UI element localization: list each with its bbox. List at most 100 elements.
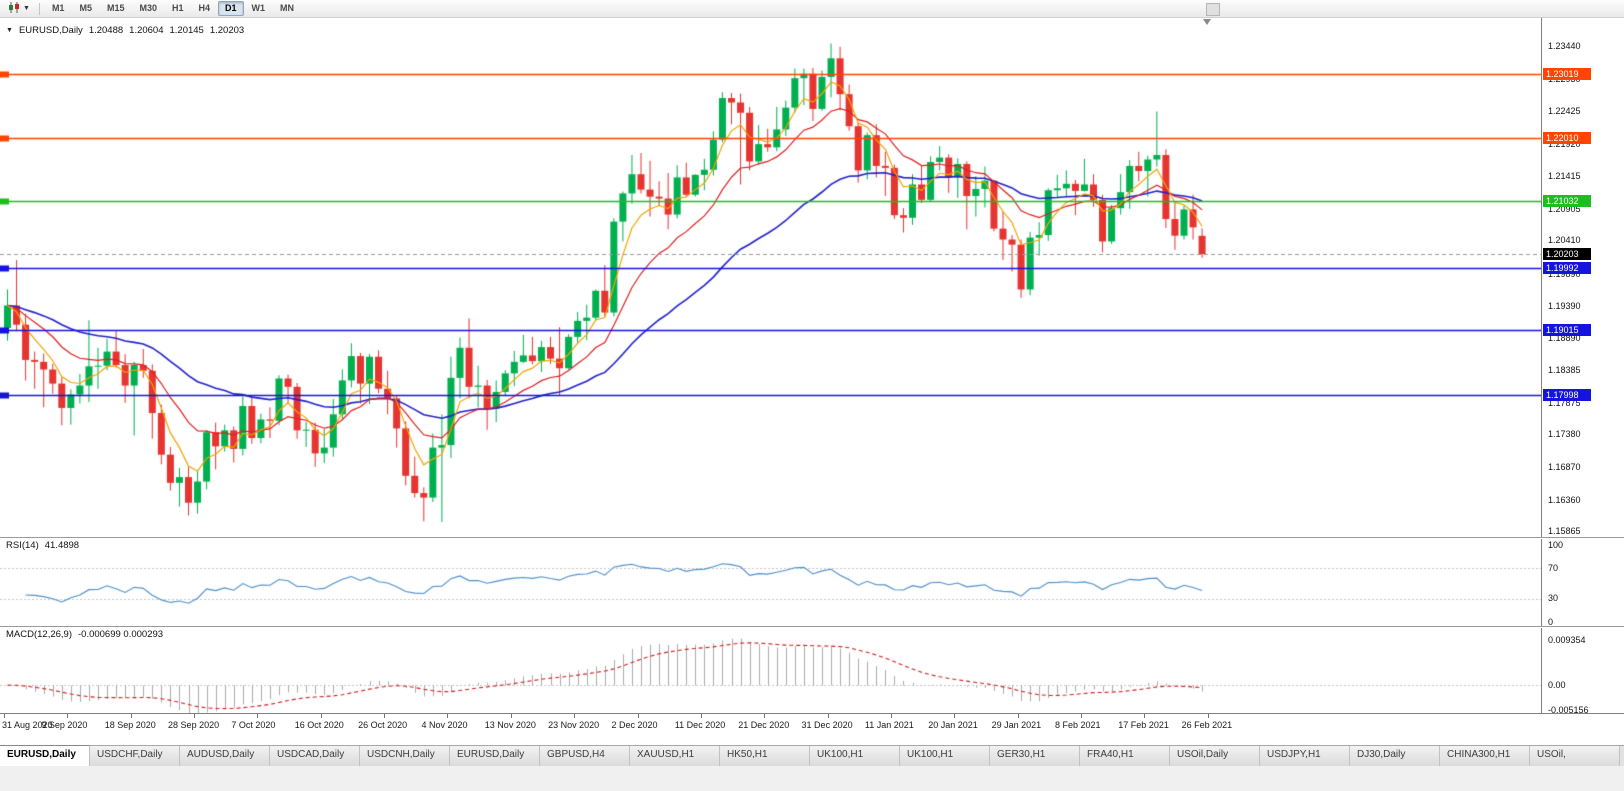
rsi-name: RSI(14) — [6, 540, 39, 551]
timeframe-button-d1[interactable]: D1 — [218, 1, 244, 16]
timeframe-button-w1[interactable]: W1 — [251, 3, 266, 13]
chart-tab-uk100-h1[interactable]: UK100,H1 — [900, 746, 990, 766]
current-price-tag: 1.20203 — [1543, 248, 1591, 261]
date-tick-label: 21 Dec 2020 — [738, 720, 790, 730]
time-tick-mark — [1144, 714, 1146, 718]
collapse-triangle-icon[interactable]: ▼ — [6, 27, 13, 34]
chart-tab-xauusd-h1[interactable]: XAUUSD,H1 — [630, 746, 720, 766]
price-axis[interactable]: 1.234401.229301.224251.219201.214151.209… — [1541, 18, 1624, 715]
timeframe-button-h4[interactable]: H4 — [198, 3, 211, 13]
date-tick-label: 8 Feb 2021 — [1054, 720, 1101, 730]
time-tick-mark — [574, 714, 576, 718]
chart-shift-marker — [1203, 19, 1211, 25]
macd-scale-label: -0.005156 — [1548, 704, 1589, 715]
date-tick-label: 31 Dec 2020 — [801, 720, 853, 730]
price-tick-label: 1.22425 — [1548, 106, 1581, 117]
price-tick-label: 1.17380 — [1548, 429, 1581, 440]
price-tick-label: 1.21415 — [1548, 170, 1581, 181]
chart-type-button[interactable]: ▼ — [4, 1, 34, 17]
timeframe-button-m30[interactable]: M30 — [139, 3, 157, 13]
date-tick-label: 18 Sep 2020 — [104, 720, 156, 730]
chart-tab-usoil-daily[interactable]: USOil,Daily — [1170, 746, 1260, 766]
price-chart-canvas[interactable] — [0, 18, 1541, 536]
rsi-indicator-label: RSI(14) 41.4898 — [6, 540, 79, 551]
time-tick-mark — [67, 714, 69, 718]
chart-tab-usdcad-daily[interactable]: USDCAD,Daily — [270, 746, 360, 766]
price-tick-label: 1.19390 — [1548, 300, 1581, 311]
rsi-value: 41.4898 — [44, 540, 80, 551]
timeframe-button-m15[interactable]: M15 — [106, 3, 125, 13]
date-tick-label: 9 Sep 2020 — [41, 720, 88, 730]
chart-tab-eurusd-daily[interactable]: EURUSD,Daily — [0, 745, 90, 766]
chart-tab-fra40-h1[interactable]: FRA40,H1 — [1080, 746, 1170, 766]
rsi-scale-label: 100 — [1548, 539, 1564, 550]
date-tick-label: 26 Oct 2020 — [358, 720, 408, 730]
chevron-down-icon: ▼ — [23, 4, 30, 12]
date-tick-label: 31 Aug 2020 — [2, 720, 53, 730]
rsi-indicator-canvas[interactable] — [0, 538, 1541, 627]
chart-tab-hk50-h1[interactable]: HK50,H1 — [720, 746, 810, 766]
price-tick-label: 1.16870 — [1548, 461, 1581, 472]
price-level-tag: 1.22010 — [1543, 132, 1591, 145]
time-tick-mark — [320, 714, 322, 718]
time-tick-mark — [510, 714, 512, 718]
price-level-tag: 1.23019 — [1543, 67, 1591, 80]
close-value: 1.20203 — [209, 25, 245, 36]
timeframe-button-m1[interactable]: M1 — [51, 3, 65, 13]
rsi-scale-label: 0 — [1548, 616, 1554, 627]
panel-divider[interactable] — [0, 626, 1624, 627]
open-value: 1.20488 — [88, 25, 124, 36]
chart-tab-usdcnh-daily[interactable]: USDCNH,Daily — [360, 746, 450, 766]
date-tick-label: 20 Jan 2021 — [928, 720, 978, 730]
price-tick-label: 1.18385 — [1548, 364, 1581, 375]
date-tick-label: 2 Dec 2020 — [611, 720, 658, 730]
time-tick-mark — [194, 714, 196, 718]
chart-tab-ger30-h1[interactable]: GER30,H1 — [990, 746, 1080, 766]
date-tick-label: 4 Nov 2020 — [421, 720, 468, 730]
date-tick-label: 11 Dec 2020 — [674, 720, 726, 730]
rsi-scale-label: 70 — [1548, 562, 1559, 573]
candlestick-chart-icon — [8, 0, 21, 18]
chart-tab-uk100-h1[interactable]: UK100,H1 — [810, 746, 900, 766]
timeframe-button-m5[interactable]: M5 — [79, 3, 92, 13]
chart-tab-audusd-daily[interactable]: AUDUSD,Daily — [180, 746, 270, 766]
time-axis[interactable]: 31 Aug 2020 9 Sep 2020 18 Sep 2020 28 Sep 2… — [0, 713, 1624, 745]
timeframe-button-h1[interactable]: H1 — [172, 3, 184, 13]
rsi-scale-label: 30 — [1548, 593, 1559, 604]
high-value: 1.20604 — [129, 25, 164, 36]
price-tick-label: 1.16360 — [1548, 494, 1581, 505]
timeframe-toolbar: ▼ M1 M5 M15 M30 H1 H4 D1 W1 MN — [0, 0, 1624, 18]
chart-tab-usdjpy-h1[interactable]: USDJPY,H1 — [1260, 746, 1350, 766]
time-tick-mark — [764, 714, 766, 718]
chart-scroll-button[interactable] — [1206, 3, 1220, 16]
time-tick-mark — [130, 714, 132, 718]
macd-values: -0.000699 0.000293 — [78, 629, 164, 640]
chart-tab-bar: EURUSD,Daily USDCHF,Daily AUDUSD,Daily USDC… — [0, 745, 1624, 766]
date-tick-label: 11 Jan 2021 — [864, 720, 914, 730]
time-tick-mark — [384, 714, 386, 718]
chart-tab-eurusd-daily[interactable]: EURUSD,Daily — [450, 746, 540, 766]
timeframe-button-mn[interactable]: MN — [280, 3, 295, 13]
macd-name: MACD(12,26,9) — [6, 629, 72, 640]
price-tick-label: 1.20905 — [1548, 203, 1581, 214]
panel-divider[interactable] — [0, 537, 1624, 538]
price-level-tag: 1.21032 — [1543, 194, 1591, 207]
status-strip — [0, 766, 1624, 791]
date-tick-label: 13 Nov 2020 — [484, 720, 536, 730]
chart-tab-dj30-daily[interactable]: DJ30,Daily — [1350, 746, 1440, 766]
chart-tab-usoil-[interactable]: USOil, — [1530, 746, 1620, 766]
date-tick-label: 23 Nov 2020 — [548, 720, 600, 730]
price-level-tag: 1.17998 — [1543, 389, 1591, 402]
chart-tab-usdchf-daily[interactable]: USDCHF,Daily — [90, 746, 180, 766]
chart-tab-gbpusd-h4[interactable]: GBPUSD,H4 — [540, 746, 630, 766]
time-tick-mark — [1017, 714, 1019, 718]
time-tick-mark — [4, 714, 5, 718]
chart-ohlc-header: ▼ EURUSD,Daily 1.20488 1.20604 1.20145 1… — [6, 25, 244, 37]
price-tick-label: 1.23440 — [1548, 41, 1581, 52]
symbol-period-label: EURUSD,Daily — [18, 25, 83, 36]
chart-tab-china300-h1[interactable]: CHINA300,H1 — [1440, 746, 1530, 766]
macd-indicator-label: MACD(12,26,9) -0.000699 0.000293 — [6, 629, 163, 640]
macd-indicator-canvas[interactable] — [0, 627, 1541, 713]
date-tick-label: 26 Feb 2021 — [1181, 720, 1233, 730]
